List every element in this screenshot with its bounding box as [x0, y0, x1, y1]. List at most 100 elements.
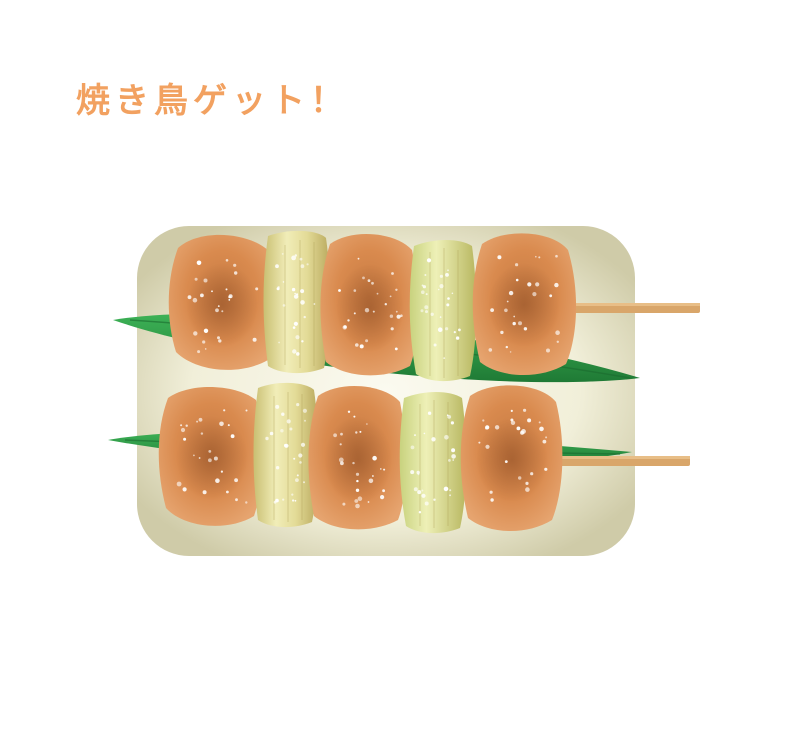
- salt-grain: [293, 321, 298, 326]
- salt-grain: [458, 328, 461, 332]
- salt-grain: [365, 339, 369, 343]
- salt-grain: [333, 433, 337, 438]
- salt-grain: [211, 290, 213, 293]
- salt-grain: [347, 319, 350, 322]
- salt-grain: [221, 310, 224, 313]
- salt-grain: [494, 425, 500, 430]
- salt-grain: [227, 424, 230, 427]
- salt-grain: [252, 337, 257, 342]
- salt-grain: [426, 258, 432, 263]
- salt-grain: [245, 409, 248, 412]
- salt-grain: [226, 490, 229, 494]
- salt-grain: [366, 423, 368, 425]
- salt-grain: [554, 282, 559, 288]
- salt-grain: [421, 290, 425, 295]
- salt-grain: [530, 472, 534, 476]
- salt-grain: [213, 456, 218, 461]
- salt-grain: [295, 335, 300, 340]
- salt-grain: [538, 421, 541, 424]
- salt-grain: [439, 274, 443, 278]
- salt-grain: [556, 340, 559, 343]
- salt-grain: [301, 340, 304, 343]
- salt-grain: [296, 403, 300, 407]
- salt-grain: [340, 461, 344, 466]
- salt-grain: [455, 336, 460, 340]
- salt-grain: [546, 348, 550, 353]
- salt-grain: [198, 457, 201, 459]
- salt-grain: [234, 271, 238, 275]
- salt-grain: [347, 410, 351, 413]
- salt-grain: [265, 436, 269, 441]
- salt-grain: [176, 481, 182, 487]
- salt-grain: [300, 442, 306, 447]
- caption-text: 焼き鳥ゲット！: [76, 81, 349, 121]
- salt-grain: [235, 498, 238, 502]
- salt-grain: [217, 305, 220, 307]
- salt-grain: [233, 263, 237, 267]
- salt-grain: [296, 352, 300, 356]
- salt-grain: [396, 314, 401, 319]
- salt-grain: [204, 348, 207, 350]
- salt-grain: [357, 496, 363, 502]
- salt-grain: [355, 343, 359, 347]
- salt-grain: [525, 481, 529, 485]
- salt-grain: [275, 264, 279, 269]
- salt-grain: [413, 487, 418, 492]
- salt-grain: [383, 468, 386, 471]
- salt-grain: [295, 478, 299, 482]
- salt-grain: [359, 344, 364, 349]
- salt-grain: [352, 461, 355, 465]
- salt-grain: [384, 303, 387, 306]
- salt-grain: [447, 297, 450, 300]
- salt-grain: [414, 434, 416, 437]
- salt-grain: [446, 414, 449, 417]
- salt-grain: [219, 421, 224, 427]
- salt-grain: [490, 498, 494, 502]
- salt-grain: [185, 424, 188, 427]
- salt-grain: [302, 408, 307, 413]
- salt-grain: [357, 257, 360, 260]
- salt-grain: [225, 259, 229, 262]
- salt-grain: [505, 345, 508, 349]
- salt-grain: [423, 432, 426, 435]
- salt-grain: [303, 315, 306, 319]
- salt-grain: [417, 473, 420, 476]
- salt-grain: [515, 278, 519, 282]
- salt-grain: [182, 487, 187, 492]
- salt-grain: [421, 489, 424, 492]
- salt-grain: [354, 499, 359, 503]
- salt-grain: [196, 260, 202, 266]
- salt-grain: [368, 478, 374, 484]
- salt-grain: [291, 287, 296, 292]
- salt-grain: [372, 455, 377, 461]
- salt-grain: [275, 404, 280, 409]
- salt-grain: [395, 288, 398, 291]
- salt-grain: [488, 348, 493, 352]
- salt-grain: [342, 502, 346, 506]
- salt-grain: [200, 432, 204, 435]
- salt-grain: [228, 294, 233, 299]
- salt-grain: [421, 493, 426, 498]
- salt-grain: [504, 308, 508, 313]
- salt-grain: [180, 427, 186, 433]
- salt-grain: [410, 470, 415, 475]
- salt-grain: [180, 424, 183, 427]
- salt-grain: [450, 421, 454, 425]
- salt-grain: [510, 420, 516, 425]
- salt-grain: [193, 454, 195, 457]
- salt-grain: [420, 309, 424, 313]
- salt-grain: [296, 474, 299, 477]
- salt-grain: [218, 339, 222, 343]
- salt-grain: [418, 511, 422, 514]
- salt-grain: [293, 457, 296, 460]
- salt-grain: [490, 308, 494, 312]
- salt-grain: [513, 315, 516, 318]
- salt-grain: [390, 327, 394, 331]
- salt-grain: [449, 494, 451, 497]
- salt-grain: [391, 272, 394, 275]
- salt-grain: [280, 429, 284, 433]
- salt-grain: [183, 437, 187, 441]
- salt-grain: [292, 326, 296, 329]
- salt-grain: [202, 490, 207, 495]
